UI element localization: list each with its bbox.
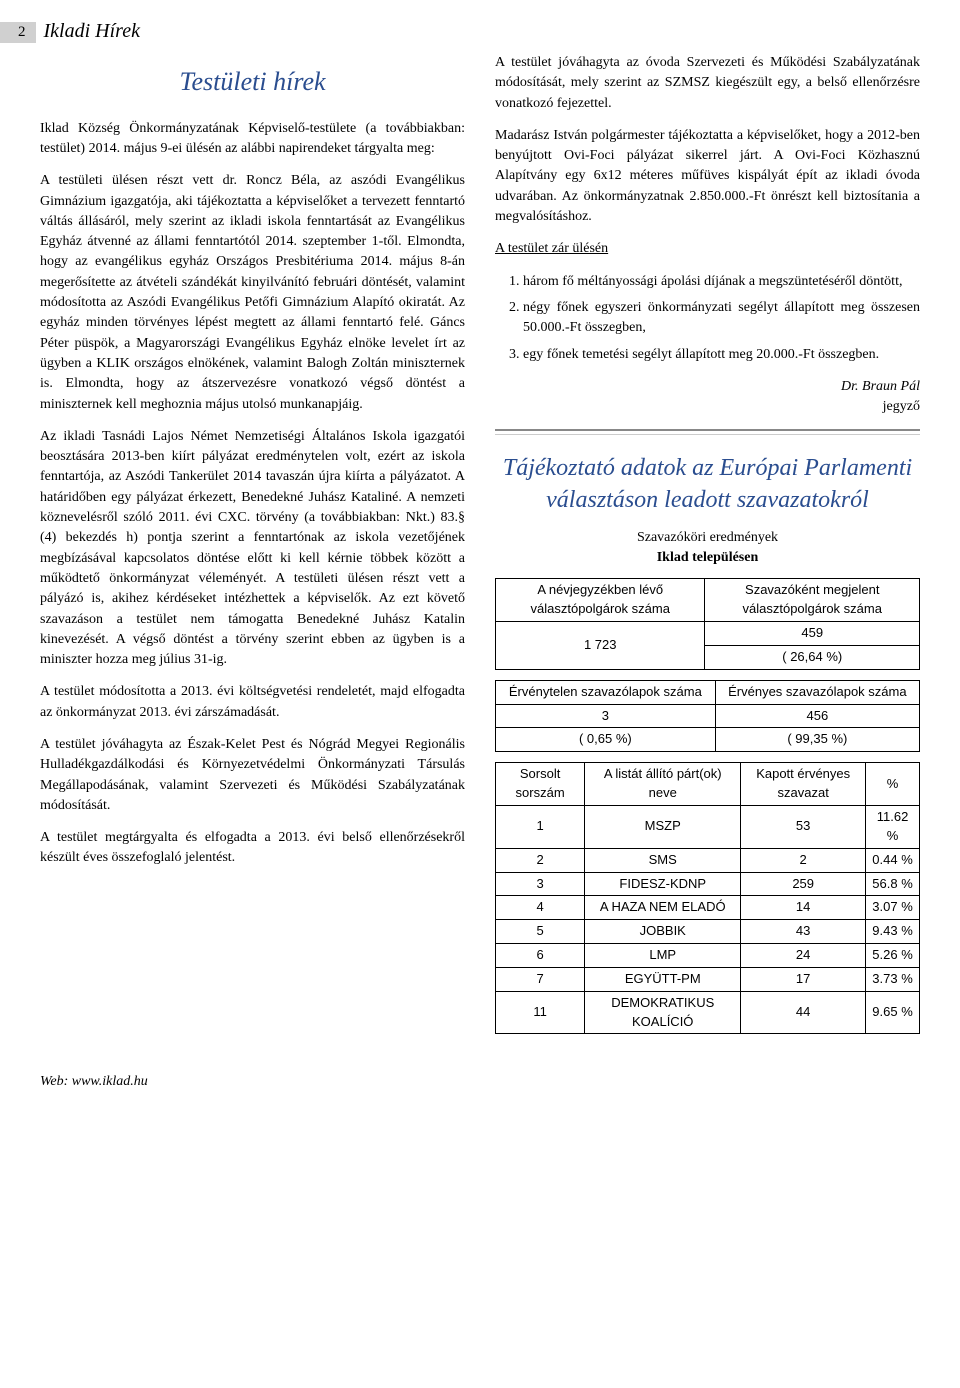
vote-subtitle: Szavazóköri eredmények Iklad településen — [495, 528, 920, 569]
table-cell: 1 — [496, 806, 585, 849]
page-number: 2 — [0, 22, 36, 43]
table-cell: 3 — [496, 704, 716, 728]
paragraph: A testület módosította a 2013. évi költs… — [40, 682, 465, 723]
table-cell: 3.07 % — [866, 896, 920, 920]
paragraph: A testületi ülésen részt vett dr. Roncz … — [40, 171, 465, 415]
table-cell: 456 — [715, 704, 919, 728]
vote-title: Tájékoztató adatok az Európai Parlamenti… — [495, 453, 920, 515]
vote-sub-line-bold: Iklad településen — [657, 550, 759, 565]
table-cell: LMP — [585, 944, 741, 968]
table-cell: 11.62 % — [866, 806, 920, 849]
table-cell: DEMOKRATIKUS KOALÍCIÓ — [585, 991, 741, 1034]
vote-sub-line: Szavazóköri eredmények — [637, 530, 778, 545]
table-cell: 11 — [496, 991, 585, 1034]
decision-list: három fő méltányossági ápolási díjának a… — [495, 272, 920, 365]
paragraph: A testület megtárgyalta és elfogadta a 2… — [40, 828, 465, 869]
table-header: Kapott érvényes szavazat — [741, 763, 866, 806]
table-cell: ( 99,35 %) — [715, 728, 919, 752]
list-item: egy főnek temetési segélyt állapított me… — [523, 345, 920, 365]
table-cell: 17 — [741, 967, 866, 991]
table-cell: 459 — [705, 622, 920, 646]
table-cell: 43 — [741, 920, 866, 944]
table-row: 7 EGYÜTT-PM 17 3.73 % — [496, 967, 920, 991]
voters-table: A névjegyzékben lévő választópolgárok sz… — [495, 578, 920, 669]
table-cell: 53 — [741, 806, 866, 849]
table-row: 3 FIDESZ-KDNP 259 56.8 % — [496, 872, 920, 896]
table-header: Érvénytelen szavazólapok száma — [496, 680, 716, 704]
content-columns: Testületi hírek Iklad Község Önkormányza… — [40, 53, 920, 1044]
table-cell: EGYÜTT-PM — [585, 967, 741, 991]
table-cell: 1 723 — [496, 622, 705, 670]
table-header: % — [866, 763, 920, 806]
paragraph: A testület jóváhagyta az óvoda Szervezet… — [495, 53, 920, 114]
table-cell: ( 0,65 %) — [496, 728, 716, 752]
table-cell: 259 — [741, 872, 866, 896]
table-cell: 5.26 % — [866, 944, 920, 968]
table-cell: 4 — [496, 896, 585, 920]
table-row: 1 MSZP 53 11.62 % — [496, 806, 920, 849]
section-divider — [495, 429, 920, 435]
table-header: Szavazóként megjelent választópolgárok s… — [705, 579, 920, 622]
table-cell: 24 — [741, 944, 866, 968]
table-header: A listát állító párt(ok) neve — [585, 763, 741, 806]
table-row: 2 SMS 2 0.44 % — [496, 848, 920, 872]
paragraph: Madarász István polgármester tájékoztatt… — [495, 126, 920, 227]
publication-title: Ikladi Hírek — [44, 20, 140, 43]
signature: Dr. Braun Pál jegyző — [495, 377, 920, 418]
signature-name: Dr. Braun Pál — [841, 379, 920, 394]
table-row: 5 JOBBIK 43 9.43 % — [496, 920, 920, 944]
table-row: 4 A HAZA NEM ELADÓ 14 3.07 % — [496, 896, 920, 920]
right-column: A testület jóváhagyta az óvoda Szervezet… — [495, 53, 920, 1044]
table-row: 11 DEMOKRATIKUS KOALÍCIÓ 44 9.65 % — [496, 991, 920, 1034]
table-header: Sorsolt sorszám — [496, 763, 585, 806]
footer-web: Web: www.iklad.hu — [40, 1074, 920, 1090]
table-cell: 5 — [496, 920, 585, 944]
table-cell: SMS — [585, 848, 741, 872]
paragraph: A testület jóváhagyta az Észak-Kelet Pes… — [40, 735, 465, 816]
table-cell: 3.73 % — [866, 967, 920, 991]
article-title: Testületi hírek — [40, 63, 465, 101]
table-cell: 14 — [741, 896, 866, 920]
table-cell: 7 — [496, 967, 585, 991]
table-header: A névjegyzékben lévő választópolgárok sz… — [496, 579, 705, 622]
table-cell: 2 — [496, 848, 585, 872]
signature-role: jegyző — [883, 399, 920, 414]
table-cell: 9.65 % — [866, 991, 920, 1034]
list-item: három fő méltányossági ápolási díjának a… — [523, 272, 920, 292]
table-cell: 0.44 % — [866, 848, 920, 872]
paragraph: Iklad Község Önkormányzatának Képviselő-… — [40, 119, 465, 160]
closed-session-label: A testület zár ülésén — [495, 239, 920, 259]
table-cell: FIDESZ-KDNP — [585, 872, 741, 896]
table-cell: MSZP — [585, 806, 741, 849]
left-column: Testületi hírek Iklad Község Önkormányza… — [40, 53, 465, 1044]
table-cell: 3 — [496, 872, 585, 896]
table-cell: 56.8 % — [866, 872, 920, 896]
table-cell: 9.43 % — [866, 920, 920, 944]
table-header: Érvényes szavazólapok száma — [715, 680, 919, 704]
table-cell: A HAZA NEM ELADÓ — [585, 896, 741, 920]
table-row: 6 LMP 24 5.26 % — [496, 944, 920, 968]
table-cell: ( 26,64 %) — [705, 645, 920, 669]
table-cell: JOBBIK — [585, 920, 741, 944]
table-cell: 6 — [496, 944, 585, 968]
page: 2 Ikladi Hírek Testületi hírek Iklad Köz… — [0, 0, 960, 1120]
paragraph: Az ikladi Tasnádi Lajos Német Nemzetiség… — [40, 427, 465, 671]
table-cell: 2 — [741, 848, 866, 872]
list-item: négy főnek egyszeri önkormányzati segély… — [523, 298, 920, 339]
ballot-validity-table: Érvénytelen szavazólapok száma Érvényes … — [495, 680, 920, 753]
header-bar: 2 Ikladi Hírek — [0, 20, 920, 43]
party-results-table: Sorsolt sorszám A listát állító párt(ok)… — [495, 762, 920, 1034]
table-cell: 44 — [741, 991, 866, 1034]
